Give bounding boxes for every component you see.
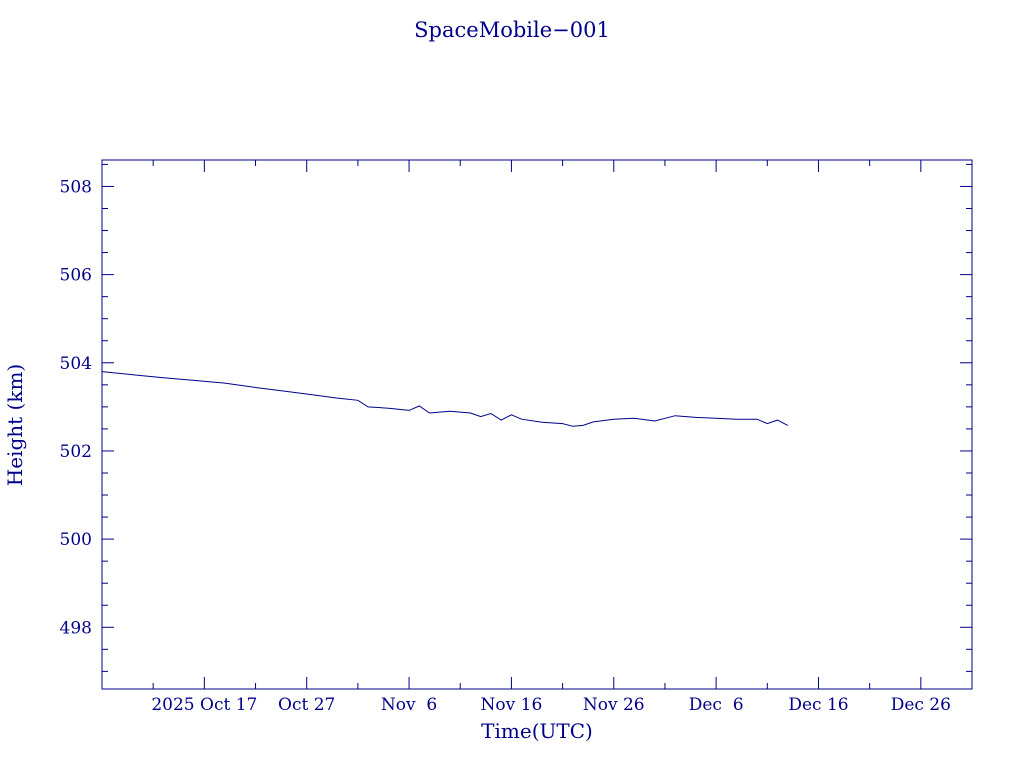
y-tick-label: 504 [60, 354, 92, 374]
chart-title: SpaceMobile−001 [414, 18, 610, 42]
y-axis-ticks [102, 163, 972, 672]
y-tick-label: 506 [60, 266, 92, 286]
height-series-line [101, 371, 789, 427]
y-tick-label: 498 [60, 618, 92, 638]
y-axis-title: Height (km) [3, 364, 27, 486]
x-axis-tick-labels: 2025 Oct 17 Oct 27 Nov 6 Nov 16 Nov 26 Dec 6 D… [151, 695, 951, 715]
x-tick-label: 2025 Oct 17 [151, 695, 257, 715]
x-axis-ticks [101, 160, 973, 689]
y-tick-label: 502 [60, 442, 92, 462]
x-tick-label: Nov 26 [583, 695, 645, 715]
x-axis-title: Time(UTC) [481, 719, 593, 743]
y-tick-label: 500 [60, 530, 92, 550]
y-axis-tick-labels: 498 500 502 504 506 508 [60, 177, 92, 638]
x-tick-label: Dec 16 [788, 695, 848, 715]
plot-area-frame [101, 159, 973, 690]
x-tick-label: Dec 6 [689, 695, 744, 715]
y-tick-label: 508 [60, 177, 92, 197]
x-tick-label: Nov 16 [481, 695, 543, 715]
x-tick-label: Nov 6 [381, 695, 437, 715]
x-tick-label: Oct 27 [278, 695, 335, 715]
x-tick-label: Dec 26 [891, 695, 951, 715]
